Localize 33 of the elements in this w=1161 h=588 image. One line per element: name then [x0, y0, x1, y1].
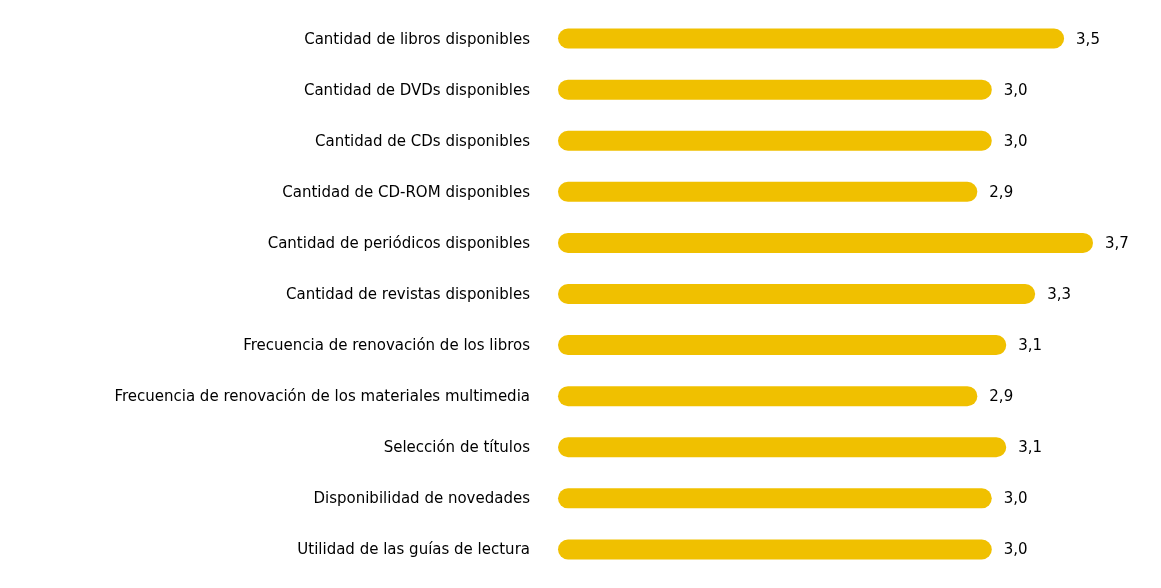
y-tick-label: Frecuencia de renovación de los materiales multimedia: [114, 387, 530, 406]
bar: [558, 130, 992, 151]
bar: [558, 488, 992, 509]
y-tick-label: Cantidad de revistas disponibles: [286, 285, 531, 303]
data-label: 2,9: [989, 387, 1014, 406]
data-label: 3,0: [1003, 540, 1028, 559]
bar: [558, 284, 1036, 304]
y-tick-label: Disponibilidad de novedades: [313, 489, 531, 508]
bar: [558, 437, 1007, 458]
bar: [558, 181, 978, 202]
bar: [558, 386, 978, 407]
data-label: 3,3: [1047, 285, 1072, 303]
data-label: 3,1: [1018, 438, 1043, 457]
y-tick-label: Cantidad de CD-ROM disponibles: [282, 182, 531, 201]
bar: [558, 79, 992, 100]
bar: [558, 28, 1065, 49]
data-label: 3,5: [1076, 29, 1100, 48]
y-tick-label: Cantidad de DVDs disponibles: [303, 80, 531, 99]
data-label: 3,0: [1003, 131, 1028, 150]
bar: [558, 232, 1093, 253]
data-label: 2,9: [989, 182, 1014, 201]
y-tick-label: Utilidad de las guías de lectura: [297, 540, 530, 559]
y-tick-label: Selección de títulos: [383, 438, 531, 457]
bar: [558, 539, 992, 560]
data-label: 3,7: [1105, 233, 1129, 252]
y-tick-label: Cantidad de libros disponibles: [304, 29, 531, 48]
data-label: 3,1: [1018, 336, 1043, 355]
data-label: 3,0: [1003, 489, 1028, 508]
y-tick-label: Frecuencia de renovación de los libros: [243, 336, 531, 355]
y-tick-label: Cantidad de CDs disponibles: [315, 131, 531, 150]
data-label: 3,0: [1003, 80, 1028, 99]
bar: [558, 335, 1007, 356]
y-tick-label: Cantidad de periódicos disponibles: [267, 233, 531, 252]
